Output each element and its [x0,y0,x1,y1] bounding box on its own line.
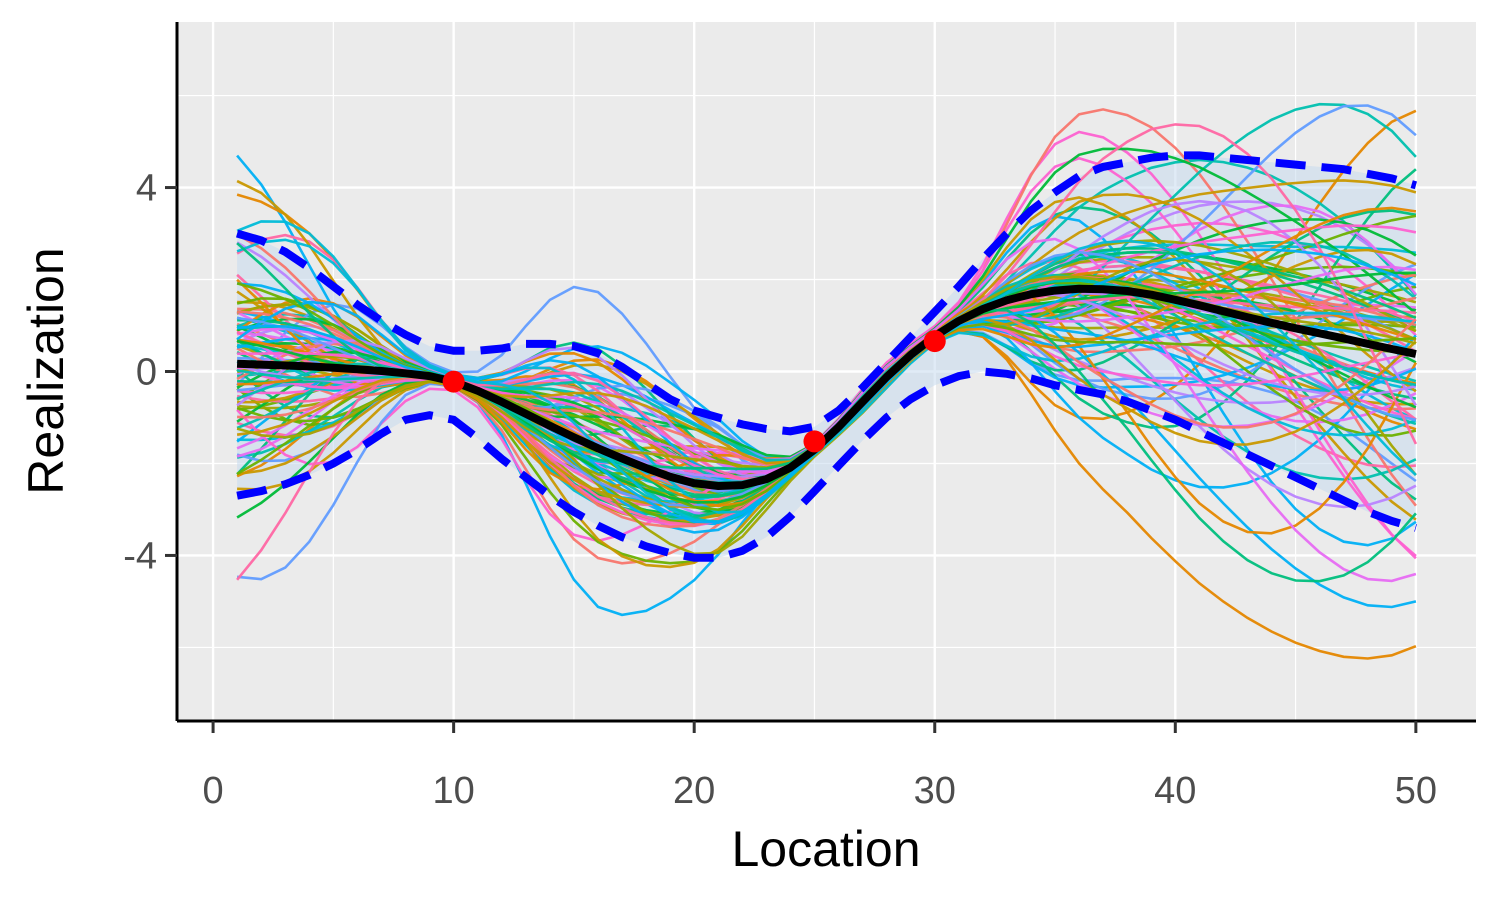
y-tick-label: 4 [136,168,157,210]
mean-line [236,284,1417,490]
x-axis-title: Location [731,821,920,877]
upper-bound-line [235,151,1418,436]
x-tick-label: 50 [1395,770,1437,812]
observed-point [442,370,465,393]
y-ticks: -4 0 4 [123,168,177,577]
lower-bound-line [236,367,1418,562]
x-tick-label: 40 [1154,770,1196,812]
y-tick-label: 0 [136,352,157,394]
y-axis-title: Realization [18,247,74,494]
y-tick-label: -4 [123,535,157,577]
confidence-band [237,155,1416,558]
observed-point [923,330,946,353]
x-tick-label: 0 [203,770,224,812]
observed-point [803,430,826,453]
bands-layer [235,151,1418,562]
points-layer [442,330,946,453]
x-tick-label: 30 [914,770,956,812]
x-tick-label: 20 [673,770,715,812]
mean-layer [236,284,1417,490]
x-tick-label: 10 [432,770,474,812]
band-fill [237,155,1416,558]
x-ticks: 0 10 20 30 40 50 [203,721,1437,812]
realization-line [236,238,1417,514]
